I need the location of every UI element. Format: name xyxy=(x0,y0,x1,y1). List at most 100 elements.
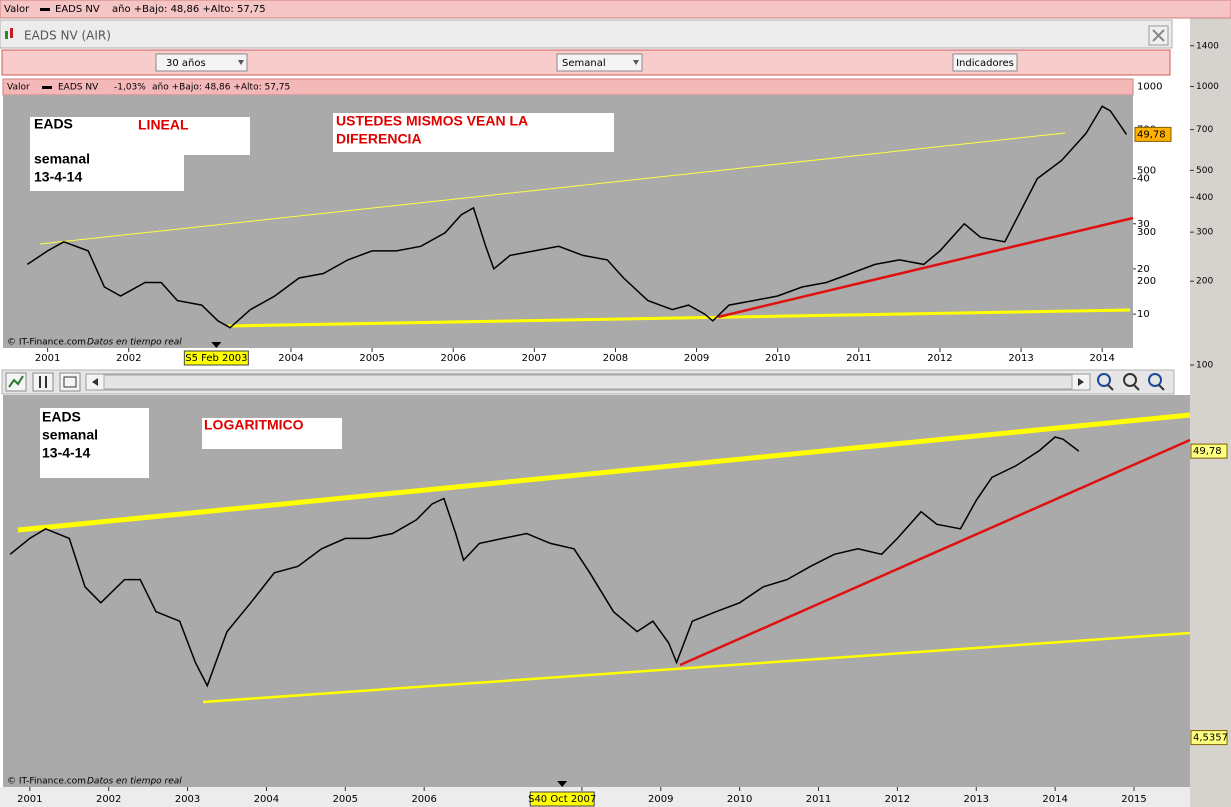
cursor-label: S40 Oct 2007 xyxy=(528,794,596,805)
note-box xyxy=(40,408,149,478)
cursor-label: S5 Feb 2003 xyxy=(185,353,247,364)
y-tick-label: 1000 xyxy=(1196,82,1219,92)
period-select[interactable] xyxy=(155,53,248,72)
y-tick-label: 20 xyxy=(1137,264,1150,275)
note-text: LINEAL xyxy=(138,117,189,133)
x-tick-label: 2002 xyxy=(116,353,141,364)
note-box xyxy=(30,155,184,191)
footer-source: © IT-Finance.com xyxy=(7,338,86,348)
cursor-marker xyxy=(557,781,568,787)
title-bar xyxy=(0,19,1173,49)
x-tick-label: 2012 xyxy=(885,794,910,805)
cursor-box xyxy=(183,350,249,366)
header-bar xyxy=(0,0,1231,19)
y-tick-label: 400 xyxy=(1196,193,1213,203)
x-tick-label: 2014 xyxy=(1042,794,1067,805)
note-text: 13-4-14 xyxy=(34,169,82,185)
footer-source: © IT-Finance.com xyxy=(7,777,86,787)
x-tick-label: 2011 xyxy=(846,353,871,364)
y-tick-label: 300 xyxy=(1137,227,1156,238)
x-tick-label: 2013 xyxy=(1008,353,1033,364)
price-label-box xyxy=(1190,730,1228,746)
tool-button[interactable] xyxy=(32,372,54,392)
zoom-in[interactable] xyxy=(1148,373,1162,387)
note-text: DIFERENCIA xyxy=(336,131,422,147)
x-tick-label: 2010 xyxy=(727,794,752,805)
window-icon xyxy=(10,28,13,38)
note-text: semanal xyxy=(34,151,90,167)
y-tick-label: 500 xyxy=(1196,166,1213,176)
indicators-button[interactable] xyxy=(952,53,1018,72)
x-tick-label: 2002 xyxy=(96,794,121,805)
dropdown-arrow xyxy=(238,60,244,65)
zoom-handles xyxy=(1107,384,1165,391)
legend-swatch xyxy=(42,86,52,89)
x-tick-label: 2013 xyxy=(964,794,989,805)
scroll-thumb[interactable] xyxy=(103,374,1073,390)
x-tick-label: 2001 xyxy=(17,794,42,805)
note-box xyxy=(333,113,614,152)
price-line xyxy=(9,436,1080,688)
tool-icon xyxy=(8,375,24,388)
zoom-fit[interactable] xyxy=(1097,373,1111,387)
plot-area xyxy=(3,395,1190,787)
price-line xyxy=(26,105,1128,329)
tool-button[interactable] xyxy=(59,372,81,392)
x-tick-label: 2005 xyxy=(333,794,358,805)
trend-line xyxy=(679,438,1191,667)
x-tick-label: 2004 xyxy=(254,794,279,805)
chart-header-symbol: EADS NV xyxy=(58,83,99,93)
chart-header-change: -1,03% xyxy=(114,83,146,93)
header-label: Valor xyxy=(4,4,30,15)
price-label: 4,5357 xyxy=(1193,733,1228,744)
x-tick-label: 2003 xyxy=(175,794,200,805)
tool-icon xyxy=(63,376,77,388)
price-label: 49,78 xyxy=(1193,446,1222,457)
x-tick-label: 2008 xyxy=(603,353,628,364)
y-tick-label: 30 xyxy=(1137,219,1150,230)
y-tick-label: 100 xyxy=(1196,361,1213,371)
cursor-marker xyxy=(211,342,222,348)
y-tick-label: 200 xyxy=(1196,277,1213,287)
footer-note: Datos en tiempo real xyxy=(87,338,182,348)
x-tick-label: 2004 xyxy=(278,353,303,364)
cursor-box xyxy=(529,791,595,807)
chart-header-range: año +Bajo: 48,86 +Alto: 57,75 xyxy=(152,83,290,93)
zoom-out[interactable] xyxy=(1123,373,1137,387)
trend-line xyxy=(17,412,1191,533)
trend-line xyxy=(202,631,1191,704)
x-tick-label: 2012 xyxy=(927,353,952,364)
interval-value: Semanal xyxy=(562,58,606,69)
x-tick-label: 2009 xyxy=(684,353,709,364)
legend-swatch xyxy=(40,8,50,11)
x-tick-label: 2015 xyxy=(1121,794,1146,805)
note-text: LOGARITMICO xyxy=(204,417,304,433)
price-label-box xyxy=(1190,443,1228,459)
note-box xyxy=(30,117,250,155)
y-tick-label: 700 xyxy=(1196,125,1213,135)
x-tick-label: 2005 xyxy=(359,353,384,364)
x-tick-label: 2011 xyxy=(806,794,831,805)
interval-select[interactable] xyxy=(556,53,643,72)
dropdown-arrow xyxy=(633,60,639,65)
note-text: EADS xyxy=(34,116,73,132)
trend-line xyxy=(227,308,1131,328)
close-icon xyxy=(1152,29,1165,42)
note-text: 13-4-14 xyxy=(42,445,90,461)
x-tick-label: 2006 xyxy=(440,353,465,364)
y-tick-label: 200 xyxy=(1137,276,1156,287)
outer-axis-strip xyxy=(1190,18,1231,807)
y-tick-label: 10 xyxy=(1137,309,1150,320)
price-label-box xyxy=(1134,126,1172,142)
trend-line xyxy=(39,132,1066,245)
footer-note: Datos en tiempo real xyxy=(87,777,182,787)
window-title: EADS NV (AIR) xyxy=(24,29,111,43)
price-label: 49,78 xyxy=(1137,129,1166,140)
y-tick-label: 1400 xyxy=(1196,41,1219,51)
note-text: USTEDES MISMOS VEAN LA xyxy=(336,113,528,129)
period-value: 30 años xyxy=(166,58,206,69)
tool-icon xyxy=(39,376,47,388)
window-icon xyxy=(5,31,8,39)
chart-header-label: Valor xyxy=(7,83,30,93)
